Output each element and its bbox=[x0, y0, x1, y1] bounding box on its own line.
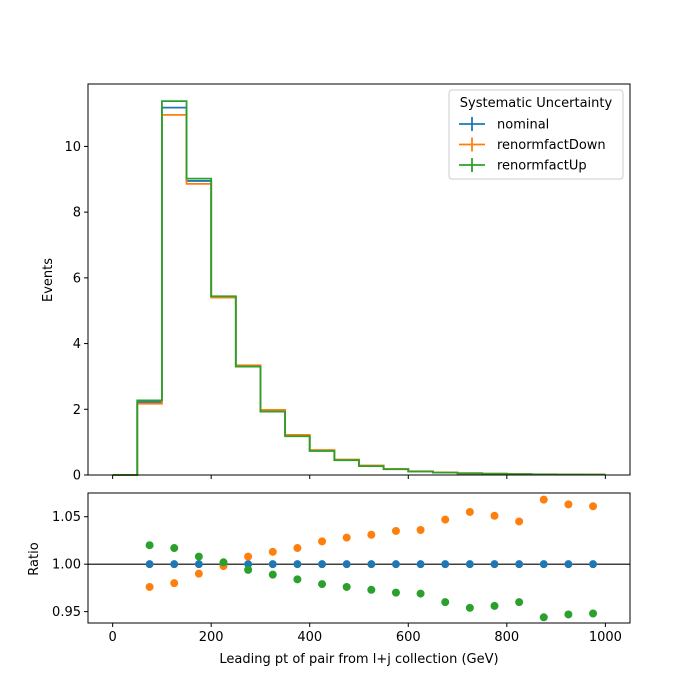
x-tick-label: 200 bbox=[199, 630, 224, 645]
ratio-point-renormfactUp bbox=[219, 558, 228, 567]
ratio-point-renormfactUp bbox=[268, 570, 277, 579]
x-axis-label: Leading pt of pair from l+j collection (… bbox=[219, 652, 498, 667]
x-tick-label: 400 bbox=[297, 630, 322, 645]
ratio-point-renormfactDown bbox=[293, 544, 302, 553]
legend-entries: nominal renormfactDown renormfactUp bbox=[459, 117, 606, 174]
ratio-point-nominal bbox=[589, 560, 598, 569]
ratio-point-renormfactUp bbox=[589, 609, 598, 618]
main-y-axis-label: Events bbox=[41, 258, 56, 302]
main-y-tick-label: 6 bbox=[73, 271, 81, 286]
x-tick-label: 0 bbox=[108, 630, 116, 645]
main-y-tick-label: 4 bbox=[73, 337, 81, 352]
ratio-plot-frame bbox=[87, 492, 631, 624]
ratio-point-renormfactDown bbox=[342, 533, 351, 542]
ratio-point-nominal bbox=[539, 560, 548, 569]
ratio-point-renormfactUp bbox=[564, 610, 573, 619]
ratio-point-nominal bbox=[318, 560, 327, 569]
ratio-points-group bbox=[145, 495, 598, 622]
ratio-point-renormfactDown bbox=[539, 495, 548, 504]
ratio-y-tick-label: 1.05 bbox=[52, 510, 81, 525]
ratio-point-nominal bbox=[391, 560, 400, 569]
ratio-point-renormfactUp bbox=[416, 589, 425, 598]
histogram-series-renormfactUp bbox=[112, 100, 606, 476]
x-tick-label: 1000 bbox=[589, 630, 622, 645]
ratio-point-renormfactDown bbox=[244, 552, 253, 561]
ratio-point-renormfactDown bbox=[268, 547, 277, 556]
ratio-point-nominal bbox=[416, 560, 425, 569]
ratio-point-renormfactUp bbox=[293, 575, 302, 584]
ratio-point-renormfactUp bbox=[170, 544, 179, 553]
ratio-point-renormfactUp bbox=[145, 541, 154, 550]
ratio-point-renormfactDown bbox=[490, 511, 499, 520]
ratio-point-renormfactDown bbox=[367, 530, 376, 539]
ratio-point-nominal bbox=[145, 560, 154, 569]
ratio-point-renormfactUp bbox=[194, 552, 203, 561]
ratio-point-renormfactDown bbox=[589, 502, 598, 511]
ratio-point-nominal bbox=[268, 560, 277, 569]
ratio-y-tick-label: 0.95 bbox=[52, 605, 81, 620]
ratio-point-nominal bbox=[244, 560, 253, 569]
ratio-x-ticks: 0 200 400 600 800 1000 bbox=[108, 623, 622, 645]
main-y-tick-label: 8 bbox=[73, 206, 81, 221]
legend-title: Systematic Uncertainty bbox=[460, 96, 613, 111]
x-tick-label: 800 bbox=[494, 630, 519, 645]
ratio-point-renormfactUp bbox=[391, 588, 400, 597]
ratio-point-renormfactUp bbox=[441, 598, 450, 607]
ratio-point-renormfactUp bbox=[244, 565, 253, 574]
ratio-point-nominal bbox=[194, 560, 203, 569]
ratio-point-nominal bbox=[465, 560, 474, 569]
main-y-tick-label: 2 bbox=[73, 403, 81, 418]
main-y-ticks: 0 2 4 6 8 10 bbox=[64, 140, 88, 484]
ratio-point-renormfactDown bbox=[194, 569, 203, 578]
ratio-point-nominal bbox=[441, 560, 450, 569]
ratio-y-ticks: 0.95 1.00 1.05 bbox=[52, 510, 88, 620]
ratio-point-nominal bbox=[367, 560, 376, 569]
ratio-y-axis-label: Ratio bbox=[27, 542, 42, 575]
main-x-ticks bbox=[112, 475, 606, 479]
ratio-point-renormfactDown bbox=[318, 537, 327, 546]
ratio-point-nominal bbox=[342, 560, 351, 569]
ratio-point-renormfactUp bbox=[490, 601, 499, 610]
main-y-tick-label: 0 bbox=[73, 469, 81, 484]
ratio-point-renormfactUp bbox=[515, 598, 524, 607]
ratio-panel: 0 200 400 600 800 1000 0.95 1.00 1.05 Ratio Lea… bbox=[27, 492, 631, 667]
main-histogram-panel: 0 2 4 6 8 10 Events Systematic Uncertainty no… bbox=[41, 83, 631, 484]
ratio-point-renormfactUp bbox=[367, 585, 376, 594]
legend-label-renormfactUp: renormfactUp bbox=[497, 159, 587, 174]
ratio-point-renormfactDown bbox=[465, 507, 474, 516]
ratio-point-nominal bbox=[170, 560, 179, 569]
ratio-point-renormfactDown bbox=[170, 579, 179, 588]
legend-label-nominal: nominal bbox=[497, 118, 549, 133]
ratio-point-renormfactUp bbox=[318, 580, 327, 589]
histogram-series-group bbox=[112, 100, 606, 476]
legend-label-renormfactDown: renormfactDown bbox=[497, 138, 606, 153]
ratio-point-renormfactDown bbox=[564, 500, 573, 509]
legend-box bbox=[448, 89, 624, 180]
ratio-point-renormfactDown bbox=[515, 517, 524, 526]
ratio-point-renormfactDown bbox=[145, 582, 154, 591]
main-plot-frame bbox=[87, 83, 631, 476]
ratio-point-renormfactDown bbox=[416, 526, 425, 535]
main-y-tick-label: 10 bbox=[64, 140, 81, 155]
ratio-point-nominal bbox=[564, 560, 573, 569]
ratio-point-nominal bbox=[490, 560, 499, 569]
x-tick-label: 600 bbox=[396, 630, 421, 645]
ratio-point-renormfactDown bbox=[441, 515, 450, 524]
ratio-point-renormfactUp bbox=[539, 613, 548, 622]
ratio-point-renormfactDown bbox=[391, 526, 400, 535]
legend: Systematic Uncertainty nominal renormfact… bbox=[448, 89, 624, 180]
ratio-point-nominal bbox=[293, 560, 302, 569]
ratio-y-tick-label: 1.00 bbox=[52, 558, 81, 573]
ratio-point-renormfactUp bbox=[465, 603, 474, 612]
ratio-point-nominal bbox=[515, 560, 524, 569]
ratio-point-renormfactUp bbox=[342, 582, 351, 591]
